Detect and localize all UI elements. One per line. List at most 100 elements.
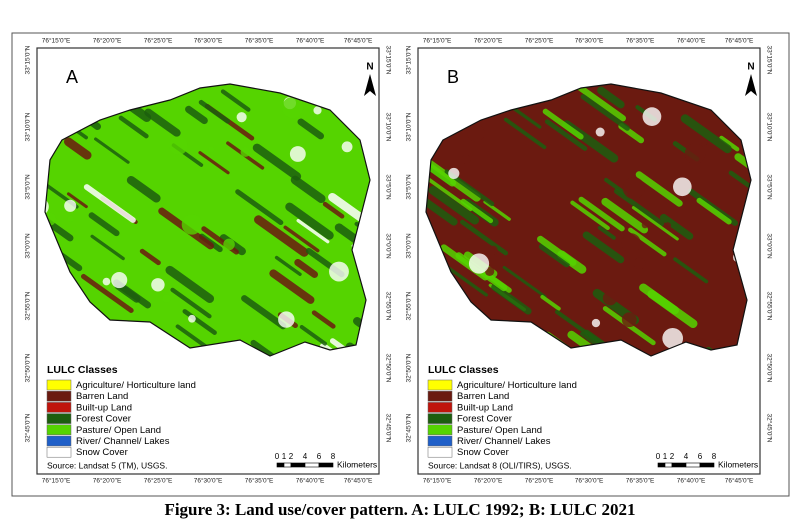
texture-patch	[602, 291, 618, 306]
scale-tick-label: 1	[282, 452, 287, 461]
texture-patch	[664, 222, 672, 229]
legend-label: Agriculture/ Horticulture land	[457, 380, 577, 391]
texture-stripe	[250, 339, 282, 356]
legend-swatch	[427, 379, 453, 391]
legend-label: Forest Cover	[457, 414, 512, 425]
longitude-tick-label: 76°30'0"E	[575, 37, 604, 45]
texture-stripe	[311, 310, 336, 329]
scale-tick-label: 0	[275, 452, 280, 461]
scale-tick-label: 8	[712, 452, 717, 461]
texture-stripe	[503, 117, 547, 150]
longitude-tick-label: 76°40'0"E	[296, 37, 325, 45]
longitude-tick-label: 76°20'0"E	[93, 477, 122, 485]
texture-stripe	[635, 171, 683, 207]
legend-label: Snow Cover	[457, 447, 509, 458]
texture-patch	[64, 199, 77, 212]
longitude-tick-label: 76°30'0"E	[194, 477, 223, 485]
texture-patch	[102, 277, 111, 286]
longitude-tick-label: 76°20'0"E	[474, 477, 503, 485]
texture-patch	[621, 312, 637, 328]
scale-tick-label: 4	[684, 452, 689, 461]
texture-stripe	[64, 137, 92, 160]
longitude-tick-label: 76°30'0"E	[194, 37, 223, 45]
longitude-tick-label: 76°15'0"E	[423, 37, 452, 45]
texture-stripe	[290, 175, 326, 203]
texture-stripe	[83, 184, 136, 223]
legend-label: River/ Channel/ Lakes	[76, 436, 170, 447]
panel-label: B	[447, 67, 459, 87]
texture-stripe	[198, 151, 230, 175]
scale-bar-segment	[657, 462, 666, 468]
texture-stripe	[66, 192, 88, 209]
texture-stripe	[285, 202, 334, 240]
texture-stripe	[299, 325, 327, 346]
longitude-tick-label: 76°25'0"E	[525, 477, 554, 485]
texture-stripe	[427, 177, 473, 212]
texture-stripe	[491, 283, 532, 315]
texture-patch	[236, 112, 247, 123]
legend-swatch	[427, 424, 453, 436]
texture-patch	[622, 177, 645, 200]
scale-bar-segment	[276, 462, 285, 468]
texture-stripe	[538, 243, 570, 268]
texture-stripe	[94, 137, 130, 164]
scale-tick-label: 6	[317, 452, 322, 461]
north-arrow	[745, 74, 757, 96]
texture-stripe	[198, 99, 230, 124]
scale-unit: Kilometers	[718, 459, 758, 469]
longitude-tick-label: 76°25'0"E	[144, 37, 173, 45]
longitude-tick-label: 76°40'0"E	[296, 477, 325, 485]
latitude-tick-label: 32°50'0"N	[405, 353, 413, 382]
scale-tick-label: 8	[331, 452, 336, 461]
texture-stripe	[220, 89, 251, 112]
texture-patch	[591, 318, 601, 328]
texture-stripe	[544, 119, 588, 151]
texture-stripe	[428, 185, 480, 225]
texture-patch	[111, 271, 128, 289]
longitude-tick-label: 76°15'0"E	[423, 477, 452, 485]
texture-stripe	[502, 265, 547, 299]
latitude-tick-label: 32°55'0"N	[765, 292, 773, 321]
texture-stripe	[88, 212, 120, 237]
texture-patch	[169, 136, 188, 155]
panel-label: A	[66, 67, 78, 87]
texture-patch	[281, 96, 304, 119]
texture-patch	[313, 106, 322, 115]
latitude-tick-label: 33°10'0"N	[765, 113, 773, 142]
texture-stripe	[328, 192, 369, 224]
texture-patch	[633, 257, 646, 270]
texture-stripe	[426, 196, 458, 226]
texture-patch	[684, 143, 706, 165]
latitude-tick-label: 32°55'0"N	[405, 291, 413, 320]
latitude-tick-label: 32°45'0"N	[765, 414, 773, 443]
legend-box	[425, 362, 595, 472]
legend-swatch	[46, 413, 72, 424]
texture-patch	[151, 278, 165, 292]
texture-stripe	[139, 248, 161, 266]
scale-bar-segment	[304, 462, 320, 468]
texture-patch	[448, 167, 460, 179]
texture-patch	[188, 314, 196, 323]
texture-patch	[162, 294, 171, 303]
legend-label: River/ Channel/ Lakes	[457, 436, 551, 447]
latitude-tick-label: 33°15'0"N	[24, 45, 32, 74]
longitude-tick-label: 76°20'0"E	[93, 37, 122, 45]
texture-stripe	[719, 135, 740, 152]
scale-bar-segment	[699, 462, 715, 468]
longitude-tick-label: 76°35'0"E	[626, 37, 655, 45]
legend-label: Pasture/ Open Land	[76, 425, 161, 436]
legend-label: Barren Land	[457, 391, 509, 402]
latitude-tick-label: 32°45'0"N	[24, 413, 32, 442]
legend-swatch	[427, 402, 453, 413]
longitude-tick-label: 76°45'0"E	[344, 37, 373, 45]
longitude-tick-label: 76°20'0"E	[474, 37, 503, 45]
texture-stripe	[322, 201, 345, 219]
texture-patch	[662, 328, 684, 349]
texture-stripe	[680, 114, 732, 154]
source-note: Source: Landsat 8 (OLI/TIRS), USGS.	[428, 460, 572, 470]
source-note: Source: Landsat 5 (TM), USGS.	[47, 460, 167, 470]
texture-patch	[641, 221, 649, 229]
texture-stripe	[570, 200, 610, 231]
texture-patch	[461, 154, 471, 164]
legend-title: LULC Classes	[428, 364, 499, 376]
